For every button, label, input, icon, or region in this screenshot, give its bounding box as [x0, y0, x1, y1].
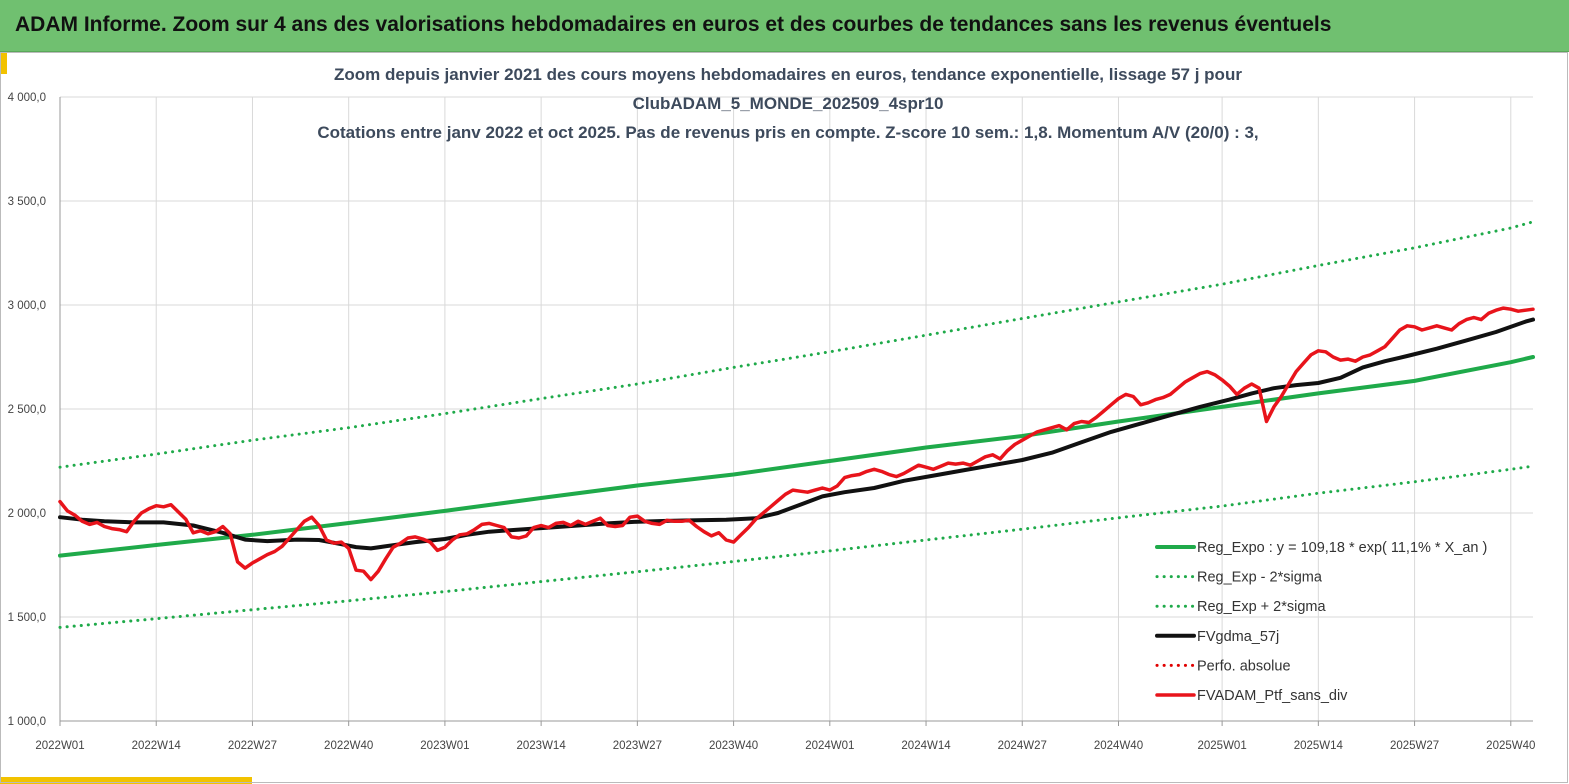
x-tick-label: 2023W40 [709, 740, 758, 752]
series-line-0 [58, 355, 1535, 558]
x-tick-label: 2025W40 [1486, 740, 1535, 752]
x-tick-label: 2023W27 [613, 740, 662, 752]
chart-legend: Reg_Expo : y = 109,18 * exp( 11,1% * X_a… [1155, 540, 1487, 704]
y-tick-label: 1 000,0 [8, 716, 46, 728]
legend-label: Reg_Expo : y = 109,18 * exp( 11,1% * X_a… [1197, 540, 1487, 556]
y-tick-label: 3 000,0 [8, 300, 46, 312]
chart-title-line: Zoom depuis janvier 2021 des cours moyen… [334, 65, 1242, 84]
x-tick-label: 2023W14 [517, 740, 567, 752]
x-tick-label: 2022W01 [35, 740, 84, 752]
y-tick-label: 4 000,0 [8, 92, 46, 104]
legend-label: FVADAM_Ptf_sans_div [1197, 688, 1348, 704]
y-tick-label: 1 500,0 [8, 612, 46, 624]
series-line-1 [58, 464, 1535, 629]
chart-grid [59, 96, 1533, 726]
y-tick-label: 2 000,0 [8, 508, 46, 520]
legend-label: Perfo. absolue [1197, 658, 1291, 674]
x-tick-label: 2024W14 [901, 740, 951, 752]
x-tick-label: 2025W01 [1197, 740, 1246, 752]
y-axis-ticks: 1 000,0 1 500,0 2 000,0 2 500,0 3 000,0 3 500… [8, 92, 46, 728]
x-tick-label: 2025W14 [1294, 740, 1344, 752]
y-tick-label: 3 500,0 [8, 196, 46, 208]
series-line-3 [58, 317, 1535, 551]
x-tick-label: 2025W27 [1390, 740, 1439, 752]
x-tick-label: 2024W40 [1094, 740, 1143, 752]
chart-title-line: Cotations entre janv 2022 et oct 2025. P… [317, 123, 1258, 142]
accent-bar-top [0, 52, 7, 74]
chart-title: Zoom depuis janvier 2021 des cours moyen… [317, 65, 1258, 142]
x-tick-label: 2024W01 [805, 740, 854, 752]
x-tick-label: 2022W27 [228, 740, 277, 752]
chart-frame [0, 52, 1568, 783]
legend-label: FVgdma_57j [1197, 629, 1279, 645]
x-tick-label: 2024W27 [998, 740, 1047, 752]
series-line-2 [58, 220, 1535, 469]
chart-title-line: ClubADAM_5_MONDE_202509_4spr10 [633, 94, 944, 113]
page-title: ADAM Informe. Zoom sur 4 ans des valoris… [15, 13, 1332, 36]
accent-bar-bottom [0, 777, 252, 784]
y-tick-label: 2 500,0 [8, 404, 46, 416]
chart-series [58, 220, 1535, 629]
legend-label: Reg_Exp + 2*sigma [1197, 599, 1326, 615]
chart-area: 1 000,0 1 500,0 2 000,0 2 500,0 3 000,0 3 500… [8, 65, 1536, 752]
x-tick-label: 2022W14 [132, 740, 182, 752]
x-tick-label: 2022W40 [324, 740, 373, 752]
x-axis-ticks: 2022W01 2022W14 2022W27 2022W40 2023W01 2023W… [35, 740, 1535, 752]
header-banner: ADAM Informe. Zoom sur 4 ans des valoris… [0, 0, 1569, 52]
legend-label: Reg_Exp - 2*sigma [1197, 570, 1323, 586]
series-line-5 [58, 306, 1535, 582]
x-tick-label: 2023W01 [420, 740, 469, 752]
